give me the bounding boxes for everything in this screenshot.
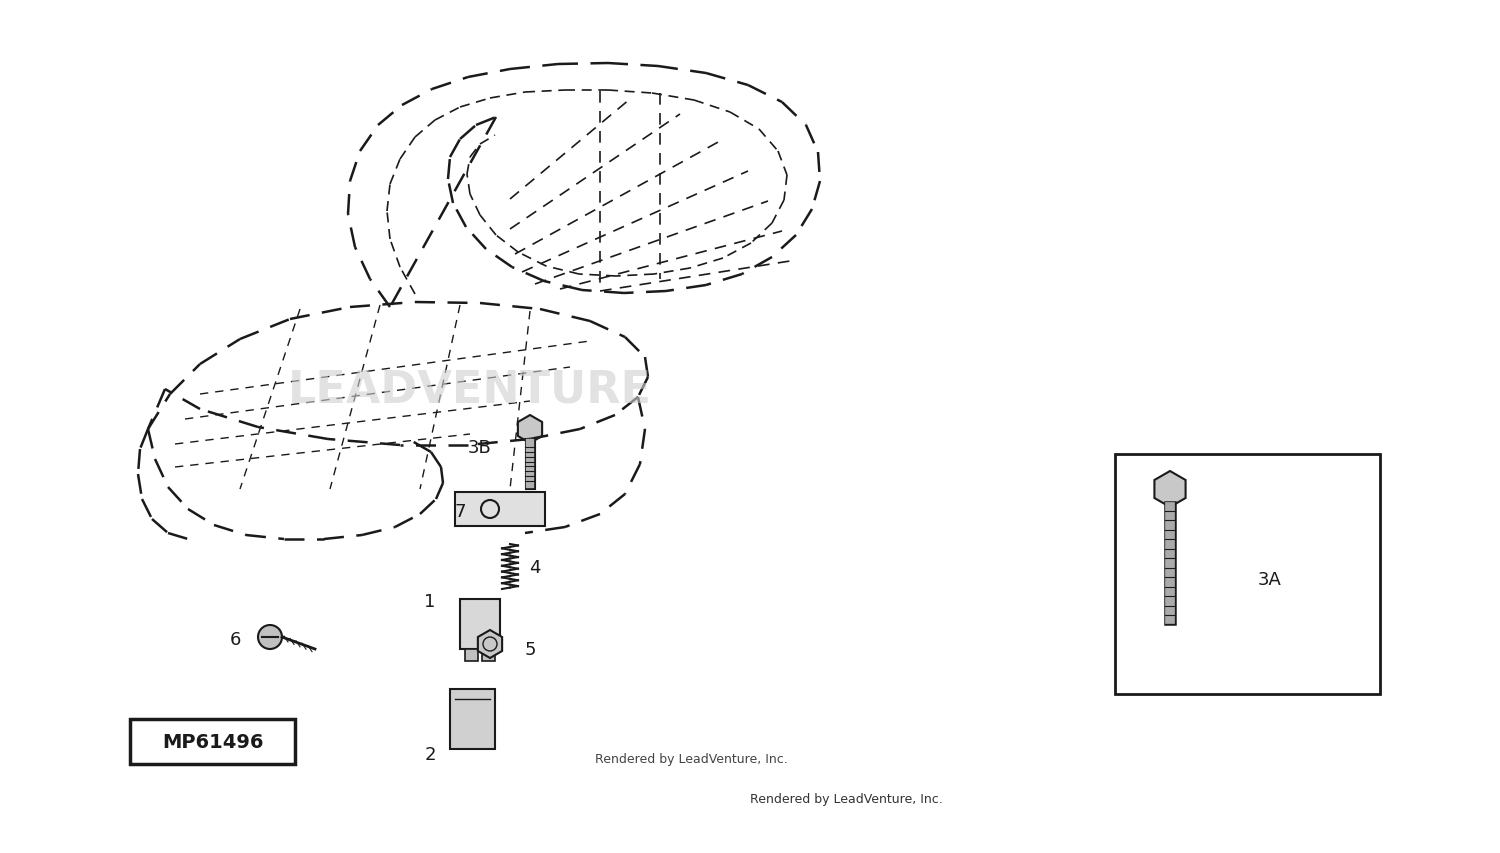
Polygon shape [465, 649, 478, 661]
Bar [130, 719, 296, 764]
Bar [1114, 455, 1380, 694]
Circle shape [258, 625, 282, 649]
Polygon shape [454, 492, 544, 526]
Text: 3A: 3A [1258, 571, 1282, 589]
Text: 4: 4 [530, 559, 540, 577]
Text: Rendered by LeadVenture, Inc.: Rendered by LeadVenture, Inc. [750, 792, 942, 805]
Text: 1: 1 [424, 592, 435, 610]
Text: 5: 5 [525, 641, 536, 659]
Text: 6: 6 [230, 630, 240, 648]
Polygon shape [518, 415, 542, 444]
Text: MP61496: MP61496 [162, 732, 264, 751]
Text: LEADVENTURE: LEADVENTURE [288, 368, 652, 411]
Polygon shape [478, 630, 502, 659]
Polygon shape [460, 600, 500, 649]
Text: Rendered by LeadVenture, Inc.: Rendered by LeadVenture, Inc. [596, 752, 788, 766]
Text: 7: 7 [454, 502, 465, 520]
Text: 3B: 3B [468, 438, 492, 456]
Polygon shape [1155, 472, 1185, 508]
Polygon shape [482, 649, 495, 661]
Text: 2: 2 [424, 746, 435, 763]
Polygon shape [450, 689, 495, 749]
